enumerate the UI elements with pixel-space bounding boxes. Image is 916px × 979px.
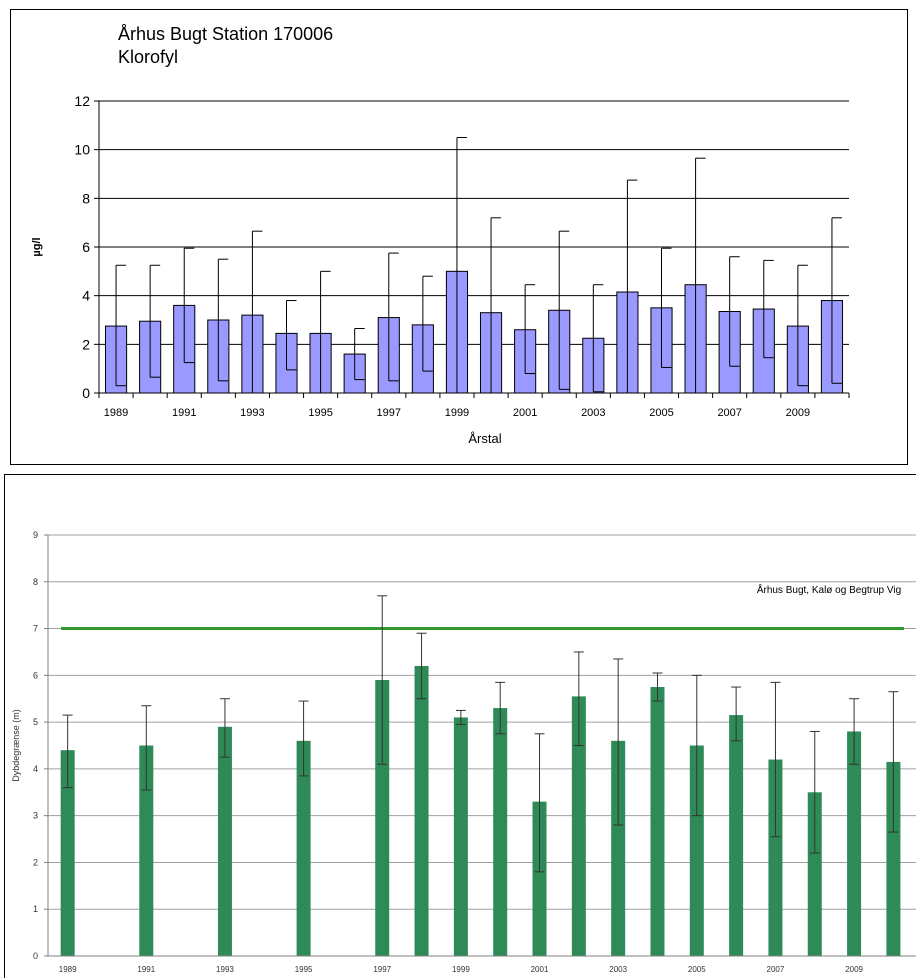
- y-tick-label: 1: [33, 904, 38, 914]
- y-axis-label: Dybdegrænse (m): [11, 709, 21, 782]
- bar: [807, 792, 822, 956]
- y-tick-label: 2: [82, 336, 90, 352]
- bar: [768, 759, 783, 956]
- x-axis-label: Årstal: [468, 431, 501, 446]
- bar: [571, 696, 586, 956]
- x-tick-label: 2009: [786, 407, 810, 419]
- bar: [650, 687, 665, 956]
- y-tick-label: 6: [82, 239, 90, 255]
- y-tick-label: 0: [82, 385, 90, 401]
- bar: [414, 665, 429, 956]
- chart-dybdegraense: 0 1 2 3 4 5 6 7 8 9 Århus Bugt, Kalø og Begtrup Vi…: [11, 530, 916, 974]
- y-tick-label: 5: [33, 717, 38, 727]
- y-tick-label: 8: [82, 190, 90, 206]
- x-tick-label: 1993: [216, 965, 234, 974]
- y-tick-label: 7: [33, 624, 38, 634]
- x-tick-label: 2003: [581, 407, 605, 419]
- x-tick-label: 2005: [688, 965, 706, 974]
- y-tick-label: 3: [33, 811, 38, 821]
- bar: [217, 726, 232, 956]
- x-tick-label: 2009: [845, 965, 863, 974]
- x-tick-label: 2007: [767, 965, 785, 974]
- chart-klorofyl-frame: Århus Bugt Station 170006 Klorofyl 0 2 4 6 8 10…: [10, 9, 908, 465]
- bar: [532, 801, 547, 956]
- bar: [493, 708, 508, 956]
- chart-annotation: Århus Bugt, Kalø og Begtrup Vig: [757, 583, 901, 596]
- x-tick-label: 1995: [295, 965, 313, 974]
- chart-title: Århus Bugt Station 170006: [118, 24, 333, 44]
- y-tick-label: 4: [82, 288, 90, 304]
- x-tick-label: 1991: [172, 407, 196, 419]
- chart-subtitle: Klorofyl: [118, 47, 178, 67]
- bar: [296, 740, 311, 956]
- x-tick-label: 2001: [513, 407, 537, 419]
- x-tick-label: 2007: [717, 407, 741, 419]
- y-tick-label: 10: [74, 142, 90, 158]
- bar: [689, 745, 704, 956]
- y-axis-label: µg/l: [31, 237, 43, 256]
- bar: [847, 731, 862, 956]
- chart-klorofyl: Århus Bugt Station 170006 Klorofyl 0 2 4 6 8 10…: [31, 24, 850, 446]
- bar: [60, 750, 75, 956]
- y-tick-label: 12: [74, 93, 90, 109]
- x-tick-label: 1993: [240, 407, 264, 419]
- y-tick-label: 0: [33, 951, 38, 961]
- x-tick-label: 1991: [137, 965, 155, 974]
- y-tick-label: 2: [33, 857, 38, 867]
- y-tick-label: 6: [33, 670, 38, 680]
- chart-dybdegraense-frame: 0 1 2 3 4 5 6 7 8 9 Århus Bugt, Kalø og Begtrup Vi…: [4, 474, 916, 978]
- x-tick-label: 1999: [445, 407, 469, 419]
- bar: [886, 761, 901, 956]
- bar: [453, 717, 468, 956]
- x-tick-label: 2003: [609, 965, 627, 974]
- x-tick-label: 2005: [649, 407, 673, 419]
- x-tick-label: 1997: [373, 965, 391, 974]
- x-tick-label: 1989: [104, 407, 128, 419]
- x-tick-label: 1995: [308, 407, 332, 419]
- bar: [729, 715, 744, 956]
- bar: [375, 680, 390, 956]
- x-tick-label: 1999: [452, 965, 470, 974]
- x-tick-label: 1997: [377, 407, 401, 419]
- y-tick-label: 8: [33, 577, 38, 587]
- x-tick-label: 2001: [531, 965, 549, 974]
- x-tick-label: 1989: [59, 965, 77, 974]
- bar: [139, 745, 154, 956]
- bar: [611, 740, 626, 956]
- y-tick-label: 9: [33, 530, 38, 540]
- y-tick-label: 4: [33, 764, 38, 774]
